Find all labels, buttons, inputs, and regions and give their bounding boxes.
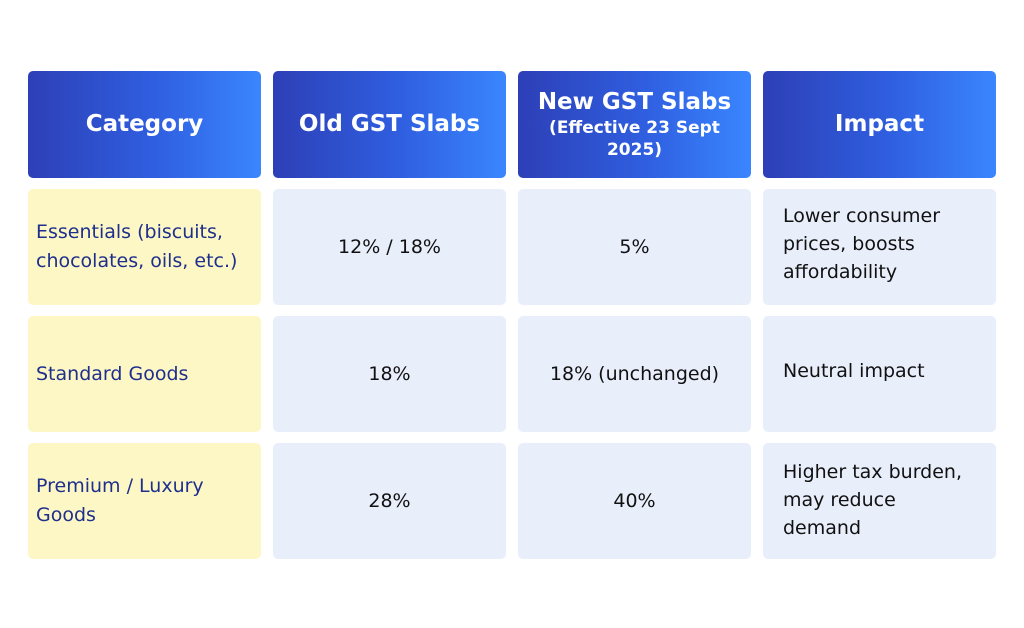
row-1-category-text: Essentials (biscuits, chocolates, oils, …: [36, 221, 238, 272]
header-impact: Impact: [763, 71, 996, 178]
row-2-impact: Neutral impact: [763, 316, 996, 432]
row-1-new-slab: 5%: [518, 189, 751, 305]
row-1-new-slab-text: 5%: [619, 236, 650, 258]
row-2-new-slab: 18% (unchanged): [518, 316, 751, 432]
row-1-impact: Lower consumer prices, boosts affordabil…: [763, 189, 996, 305]
header-category-label: Category: [85, 111, 204, 137]
row-2-category-text: Standard Goods: [36, 362, 189, 385]
row-1-old-slab-text: 12% / 18%: [338, 236, 441, 258]
row-2-old-slab-text: 18%: [368, 363, 411, 385]
header-impact-label: Impact: [834, 111, 925, 137]
gst-comparison-table: Category Old GST Slabs New GST Slabs (Ef…: [28, 71, 996, 559]
row-3-impact-text: Higher tax burden, may reduce demand: [783, 461, 962, 539]
row-3-new-slab: 40%: [518, 443, 751, 559]
row-3-impact: Higher tax burden, may reduce demand: [763, 443, 996, 559]
header-old-slabs: Old GST Slabs: [273, 71, 506, 178]
header-category: Category: [28, 71, 261, 178]
row-3-old-slab: 28%: [273, 443, 506, 559]
row-2-new-slab-text: 18% (unchanged): [549, 363, 720, 385]
row-3-new-slab-text: 40%: [613, 490, 656, 512]
row-1-old-slab: 12% / 18%: [273, 189, 506, 305]
header-old-slabs-label: Old GST Slabs: [298, 111, 481, 137]
row-3-category-text: Premium / Luxury Goods: [36, 475, 204, 526]
row-3-category: Premium / Luxury Goods: [28, 443, 261, 559]
header-new-slabs-label: New GST Slabs: [537, 88, 732, 115]
row-2-impact-text: Neutral impact: [783, 360, 925, 382]
header-new-slabs: New GST Slabs (Effective 23 Sept 2025): [518, 71, 751, 178]
row-3-old-slab-text: 28%: [368, 490, 411, 512]
row-1-category: Essentials (biscuits, chocolates, oils, …: [28, 189, 261, 305]
header-new-slabs-effective-date: (Effective 23 Sept 2025): [549, 117, 720, 160]
row-2-category: Standard Goods: [28, 316, 261, 432]
row-2-old-slab: 18%: [273, 316, 506, 432]
row-1-impact-text: Lower consumer prices, boosts affordabil…: [783, 205, 941, 283]
